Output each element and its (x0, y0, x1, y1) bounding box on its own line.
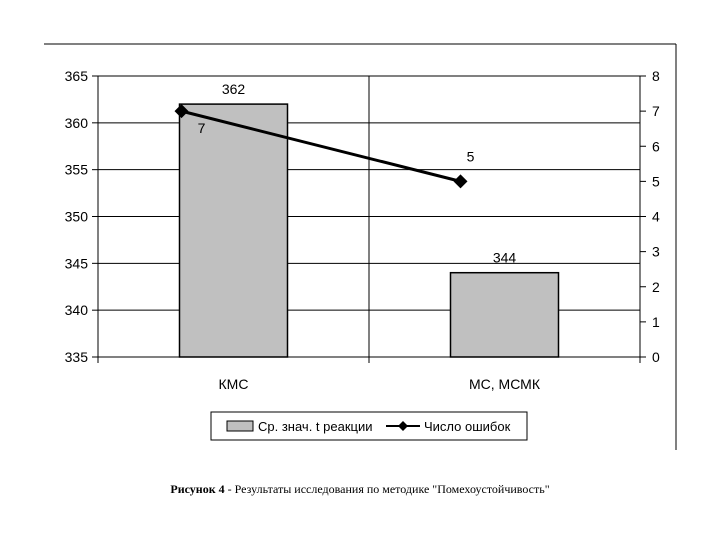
legend-box (210, 411, 528, 441)
axes (92, 75, 646, 363)
y-right-tick-label: 4 (652, 209, 660, 225)
y-left-tick-label: 360 (65, 115, 89, 131)
y-left-tick-label: 365 (65, 68, 89, 84)
bar-value-label: 362 (222, 81, 246, 97)
y-right-tick-label: 7 (652, 103, 660, 119)
caption-bold: Рисунок 4 (170, 482, 225, 496)
legend-label-line: Число ошибок (424, 419, 511, 434)
caption-text: - Результаты исследования по методике "П… (224, 482, 550, 496)
bar (178, 103, 289, 358)
y-right-tick-label: 5 (652, 173, 660, 189)
diamond-marker (174, 104, 189, 119)
line-value-label: 5 (467, 148, 475, 164)
y-right-tick-label: 3 (652, 244, 660, 260)
y-right-tick-label: 2 (652, 279, 660, 295)
legend-label-bar: Ср. знач. t реакции (258, 419, 373, 434)
y-right-tick-label: 0 (652, 349, 660, 365)
error-series-line (181, 109, 461, 183)
figure-caption: Рисунок 4 - Результаты исследования по м… (0, 482, 720, 497)
bar (449, 271, 560, 358)
y-right-tick-label: 1 (652, 314, 660, 330)
x-category-label: КМС (219, 376, 249, 392)
y-left-tick-label: 335 (65, 349, 89, 365)
x-category-label: МС, МСМК (469, 376, 541, 392)
y-right-tick-label: 8 (652, 68, 660, 84)
bar-value-label: 344 (493, 250, 517, 266)
error-line (174, 104, 468, 189)
y-left-tick-label: 340 (65, 302, 89, 318)
y-left-tick-label: 350 (65, 209, 89, 225)
y-left-tick-label: 345 (65, 255, 89, 271)
legend-diamond-marker (398, 421, 408, 431)
y-left-tick-label: 355 (65, 162, 89, 178)
y-right-tick-label: 6 (652, 138, 660, 154)
line-value-label: 7 (198, 120, 206, 136)
diamond-marker (453, 174, 468, 189)
bars (178, 103, 560, 358)
legend: Ср. знач. t реакции Число ошибок (210, 411, 528, 441)
legend-bar-swatch (226, 420, 254, 432)
